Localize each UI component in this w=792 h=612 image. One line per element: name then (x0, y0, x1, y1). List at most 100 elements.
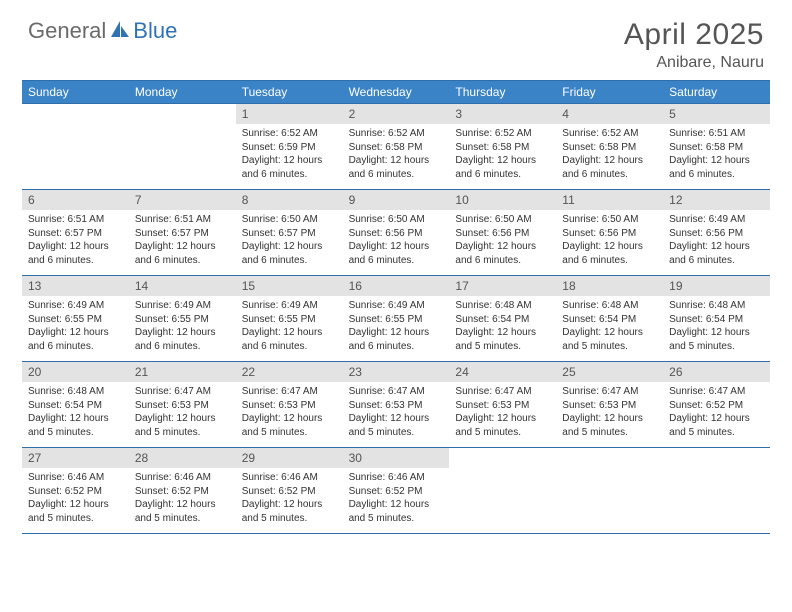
day-info: Sunrise: 6:51 AMSunset: 6:58 PMDaylight:… (663, 124, 770, 186)
day-info: Sunrise: 6:48 AMSunset: 6:54 PMDaylight:… (22, 382, 129, 444)
day-number: 18 (556, 276, 663, 296)
calendar-cell: 30Sunrise: 6:46 AMSunset: 6:52 PMDayligh… (343, 448, 450, 533)
calendar-week-row: 1Sunrise: 6:52 AMSunset: 6:59 PMDaylight… (22, 104, 770, 190)
day-info: Sunrise: 6:47 AMSunset: 6:52 PMDaylight:… (663, 382, 770, 444)
calendar-cell: 14Sunrise: 6:49 AMSunset: 6:55 PMDayligh… (129, 276, 236, 361)
day-number: 6 (22, 190, 129, 210)
calendar-cell-empty (556, 448, 663, 533)
calendar-cell: 27Sunrise: 6:46 AMSunset: 6:52 PMDayligh… (22, 448, 129, 533)
calendar-cell: 1Sunrise: 6:52 AMSunset: 6:59 PMDaylight… (236, 104, 343, 189)
day-number: 25 (556, 362, 663, 382)
calendar-cell: 6Sunrise: 6:51 AMSunset: 6:57 PMDaylight… (22, 190, 129, 275)
day-info: Sunrise: 6:52 AMSunset: 6:59 PMDaylight:… (236, 124, 343, 186)
day-number: 26 (663, 362, 770, 382)
day-number: 29 (236, 448, 343, 468)
day-number: 24 (449, 362, 556, 382)
weekday-header: Friday (556, 81, 663, 103)
day-info: Sunrise: 6:50 AMSunset: 6:57 PMDaylight:… (236, 210, 343, 272)
calendar-cell-empty (22, 104, 129, 189)
weekday-header: Wednesday (343, 81, 450, 103)
day-number: 9 (343, 190, 450, 210)
page-header: General Blue April 2025 Anibare, Nauru (0, 0, 792, 80)
day-info: Sunrise: 6:49 AMSunset: 6:55 PMDaylight:… (129, 296, 236, 358)
calendar-cell-empty (129, 104, 236, 189)
weekday-header: Monday (129, 81, 236, 103)
day-number: 7 (129, 190, 236, 210)
calendar-cell: 11Sunrise: 6:50 AMSunset: 6:56 PMDayligh… (556, 190, 663, 275)
day-info: Sunrise: 6:50 AMSunset: 6:56 PMDaylight:… (343, 210, 450, 272)
day-info: Sunrise: 6:49 AMSunset: 6:55 PMDaylight:… (343, 296, 450, 358)
calendar-cell: 21Sunrise: 6:47 AMSunset: 6:53 PMDayligh… (129, 362, 236, 447)
day-number: 15 (236, 276, 343, 296)
day-info: Sunrise: 6:52 AMSunset: 6:58 PMDaylight:… (449, 124, 556, 186)
day-info: Sunrise: 6:49 AMSunset: 6:56 PMDaylight:… (663, 210, 770, 272)
calendar-cell: 10Sunrise: 6:50 AMSunset: 6:56 PMDayligh… (449, 190, 556, 275)
day-info: Sunrise: 6:47 AMSunset: 6:53 PMDaylight:… (556, 382, 663, 444)
calendar-cell: 16Sunrise: 6:49 AMSunset: 6:55 PMDayligh… (343, 276, 450, 361)
logo-text-blue: Blue (133, 18, 177, 44)
day-number: 12 (663, 190, 770, 210)
day-number: 11 (556, 190, 663, 210)
day-number: 1 (236, 104, 343, 124)
calendar-cell: 17Sunrise: 6:48 AMSunset: 6:54 PMDayligh… (449, 276, 556, 361)
calendar-cell: 23Sunrise: 6:47 AMSunset: 6:53 PMDayligh… (343, 362, 450, 447)
day-number: 21 (129, 362, 236, 382)
calendar-cell: 7Sunrise: 6:51 AMSunset: 6:57 PMDaylight… (129, 190, 236, 275)
day-number: 19 (663, 276, 770, 296)
calendar-cell: 2Sunrise: 6:52 AMSunset: 6:58 PMDaylight… (343, 104, 450, 189)
calendar-cell: 9Sunrise: 6:50 AMSunset: 6:56 PMDaylight… (343, 190, 450, 275)
logo: General Blue (28, 18, 177, 44)
day-info: Sunrise: 6:52 AMSunset: 6:58 PMDaylight:… (343, 124, 450, 186)
day-info: Sunrise: 6:47 AMSunset: 6:53 PMDaylight:… (236, 382, 343, 444)
calendar-cell: 26Sunrise: 6:47 AMSunset: 6:52 PMDayligh… (663, 362, 770, 447)
weekday-header: Thursday (449, 81, 556, 103)
day-number: 16 (343, 276, 450, 296)
calendar-cell-empty (663, 448, 770, 533)
calendar-cell: 13Sunrise: 6:49 AMSunset: 6:55 PMDayligh… (22, 276, 129, 361)
day-number: 8 (236, 190, 343, 210)
day-number: 23 (343, 362, 450, 382)
weekday-header: Sunday (22, 81, 129, 103)
day-info: Sunrise: 6:46 AMSunset: 6:52 PMDaylight:… (343, 468, 450, 530)
day-number: 30 (343, 448, 450, 468)
calendar-cell: 28Sunrise: 6:46 AMSunset: 6:52 PMDayligh… (129, 448, 236, 533)
calendar-cell: 19Sunrise: 6:48 AMSunset: 6:54 PMDayligh… (663, 276, 770, 361)
calendar-cell: 8Sunrise: 6:50 AMSunset: 6:57 PMDaylight… (236, 190, 343, 275)
day-info: Sunrise: 6:51 AMSunset: 6:57 PMDaylight:… (22, 210, 129, 272)
day-number: 13 (22, 276, 129, 296)
calendar-cell: 4Sunrise: 6:52 AMSunset: 6:58 PMDaylight… (556, 104, 663, 189)
day-number: 20 (22, 362, 129, 382)
logo-sail-icon (110, 20, 130, 43)
calendar-cell: 25Sunrise: 6:47 AMSunset: 6:53 PMDayligh… (556, 362, 663, 447)
day-number: 27 (22, 448, 129, 468)
day-info: Sunrise: 6:47 AMSunset: 6:53 PMDaylight:… (343, 382, 450, 444)
calendar-cell: 3Sunrise: 6:52 AMSunset: 6:58 PMDaylight… (449, 104, 556, 189)
day-number: 14 (129, 276, 236, 296)
calendar-week-row: 13Sunrise: 6:49 AMSunset: 6:55 PMDayligh… (22, 276, 770, 362)
logo-text-general: General (28, 18, 106, 44)
calendar-cell: 5Sunrise: 6:51 AMSunset: 6:58 PMDaylight… (663, 104, 770, 189)
day-info: Sunrise: 6:48 AMSunset: 6:54 PMDaylight:… (449, 296, 556, 358)
day-number: 17 (449, 276, 556, 296)
day-info: Sunrise: 6:50 AMSunset: 6:56 PMDaylight:… (449, 210, 556, 272)
day-number: 28 (129, 448, 236, 468)
weekday-header-row: SundayMondayTuesdayWednesdayThursdayFrid… (22, 80, 770, 104)
day-info: Sunrise: 6:46 AMSunset: 6:52 PMDaylight:… (236, 468, 343, 530)
calendar-cell: 18Sunrise: 6:48 AMSunset: 6:54 PMDayligh… (556, 276, 663, 361)
day-number: 22 (236, 362, 343, 382)
day-info: Sunrise: 6:49 AMSunset: 6:55 PMDaylight:… (22, 296, 129, 358)
day-info: Sunrise: 6:49 AMSunset: 6:55 PMDaylight:… (236, 296, 343, 358)
calendar-cell: 29Sunrise: 6:46 AMSunset: 6:52 PMDayligh… (236, 448, 343, 533)
day-info: Sunrise: 6:48 AMSunset: 6:54 PMDaylight:… (556, 296, 663, 358)
calendar-cell: 22Sunrise: 6:47 AMSunset: 6:53 PMDayligh… (236, 362, 343, 447)
day-info: Sunrise: 6:50 AMSunset: 6:56 PMDaylight:… (556, 210, 663, 272)
calendar-week-row: 20Sunrise: 6:48 AMSunset: 6:54 PMDayligh… (22, 362, 770, 448)
day-number: 10 (449, 190, 556, 210)
calendar-cell: 12Sunrise: 6:49 AMSunset: 6:56 PMDayligh… (663, 190, 770, 275)
day-info: Sunrise: 6:51 AMSunset: 6:57 PMDaylight:… (129, 210, 236, 272)
calendar-cell: 15Sunrise: 6:49 AMSunset: 6:55 PMDayligh… (236, 276, 343, 361)
day-info: Sunrise: 6:52 AMSunset: 6:58 PMDaylight:… (556, 124, 663, 186)
weekday-header: Tuesday (236, 81, 343, 103)
day-info: Sunrise: 6:48 AMSunset: 6:54 PMDaylight:… (663, 296, 770, 358)
weekday-header: Saturday (663, 81, 770, 103)
